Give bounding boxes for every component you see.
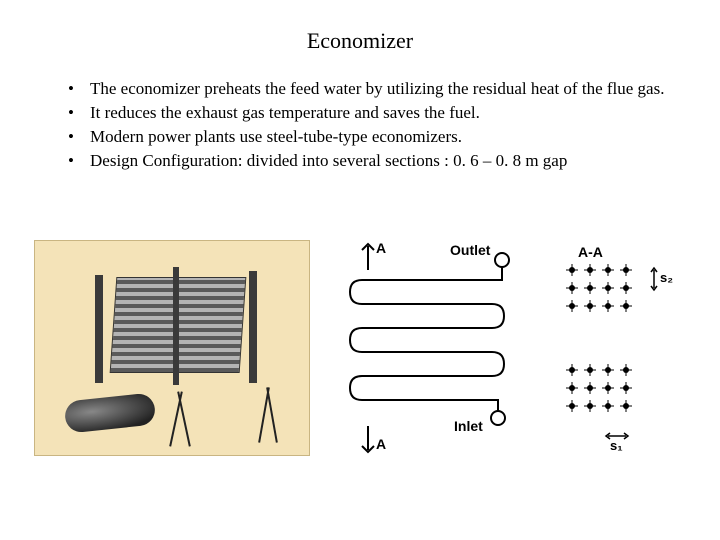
page-title: Economizer: [50, 28, 670, 54]
label-s2: s₂: [660, 270, 673, 285]
bullet-item: Design Configuration: divided into sever…: [68, 150, 670, 172]
schematic-svg: [322, 240, 682, 456]
label-inlet: Inlet: [454, 418, 483, 434]
tube-roll: [64, 392, 157, 433]
label-s1: s₁: [610, 438, 623, 453]
label-section: A-A: [578, 244, 603, 260]
figures-row: A A Outlet Inlet A-A s₂ s₁: [34, 240, 696, 456]
support-bar: [95, 275, 103, 383]
label-a-top: A: [376, 240, 386, 256]
label-outlet: Outlet: [450, 242, 490, 258]
economizer-photo: [34, 240, 310, 456]
tripod-leg: [266, 387, 278, 442]
bullet-item: It reduces the exhaust gas temperature a…: [68, 102, 670, 124]
label-a-bottom: A: [376, 436, 386, 452]
economizer-schematic: A A Outlet Inlet A-A s₂ s₁: [322, 240, 696, 456]
support-bar: [249, 271, 257, 383]
bullet-list: The economizer preheats the feed water b…: [68, 78, 670, 172]
support-bar: [173, 267, 179, 385]
bullet-item: The economizer preheats the feed water b…: [68, 78, 670, 100]
bullet-item: Modern power plants use steel-tube-type …: [68, 126, 670, 148]
tripod-leg: [177, 391, 191, 446]
